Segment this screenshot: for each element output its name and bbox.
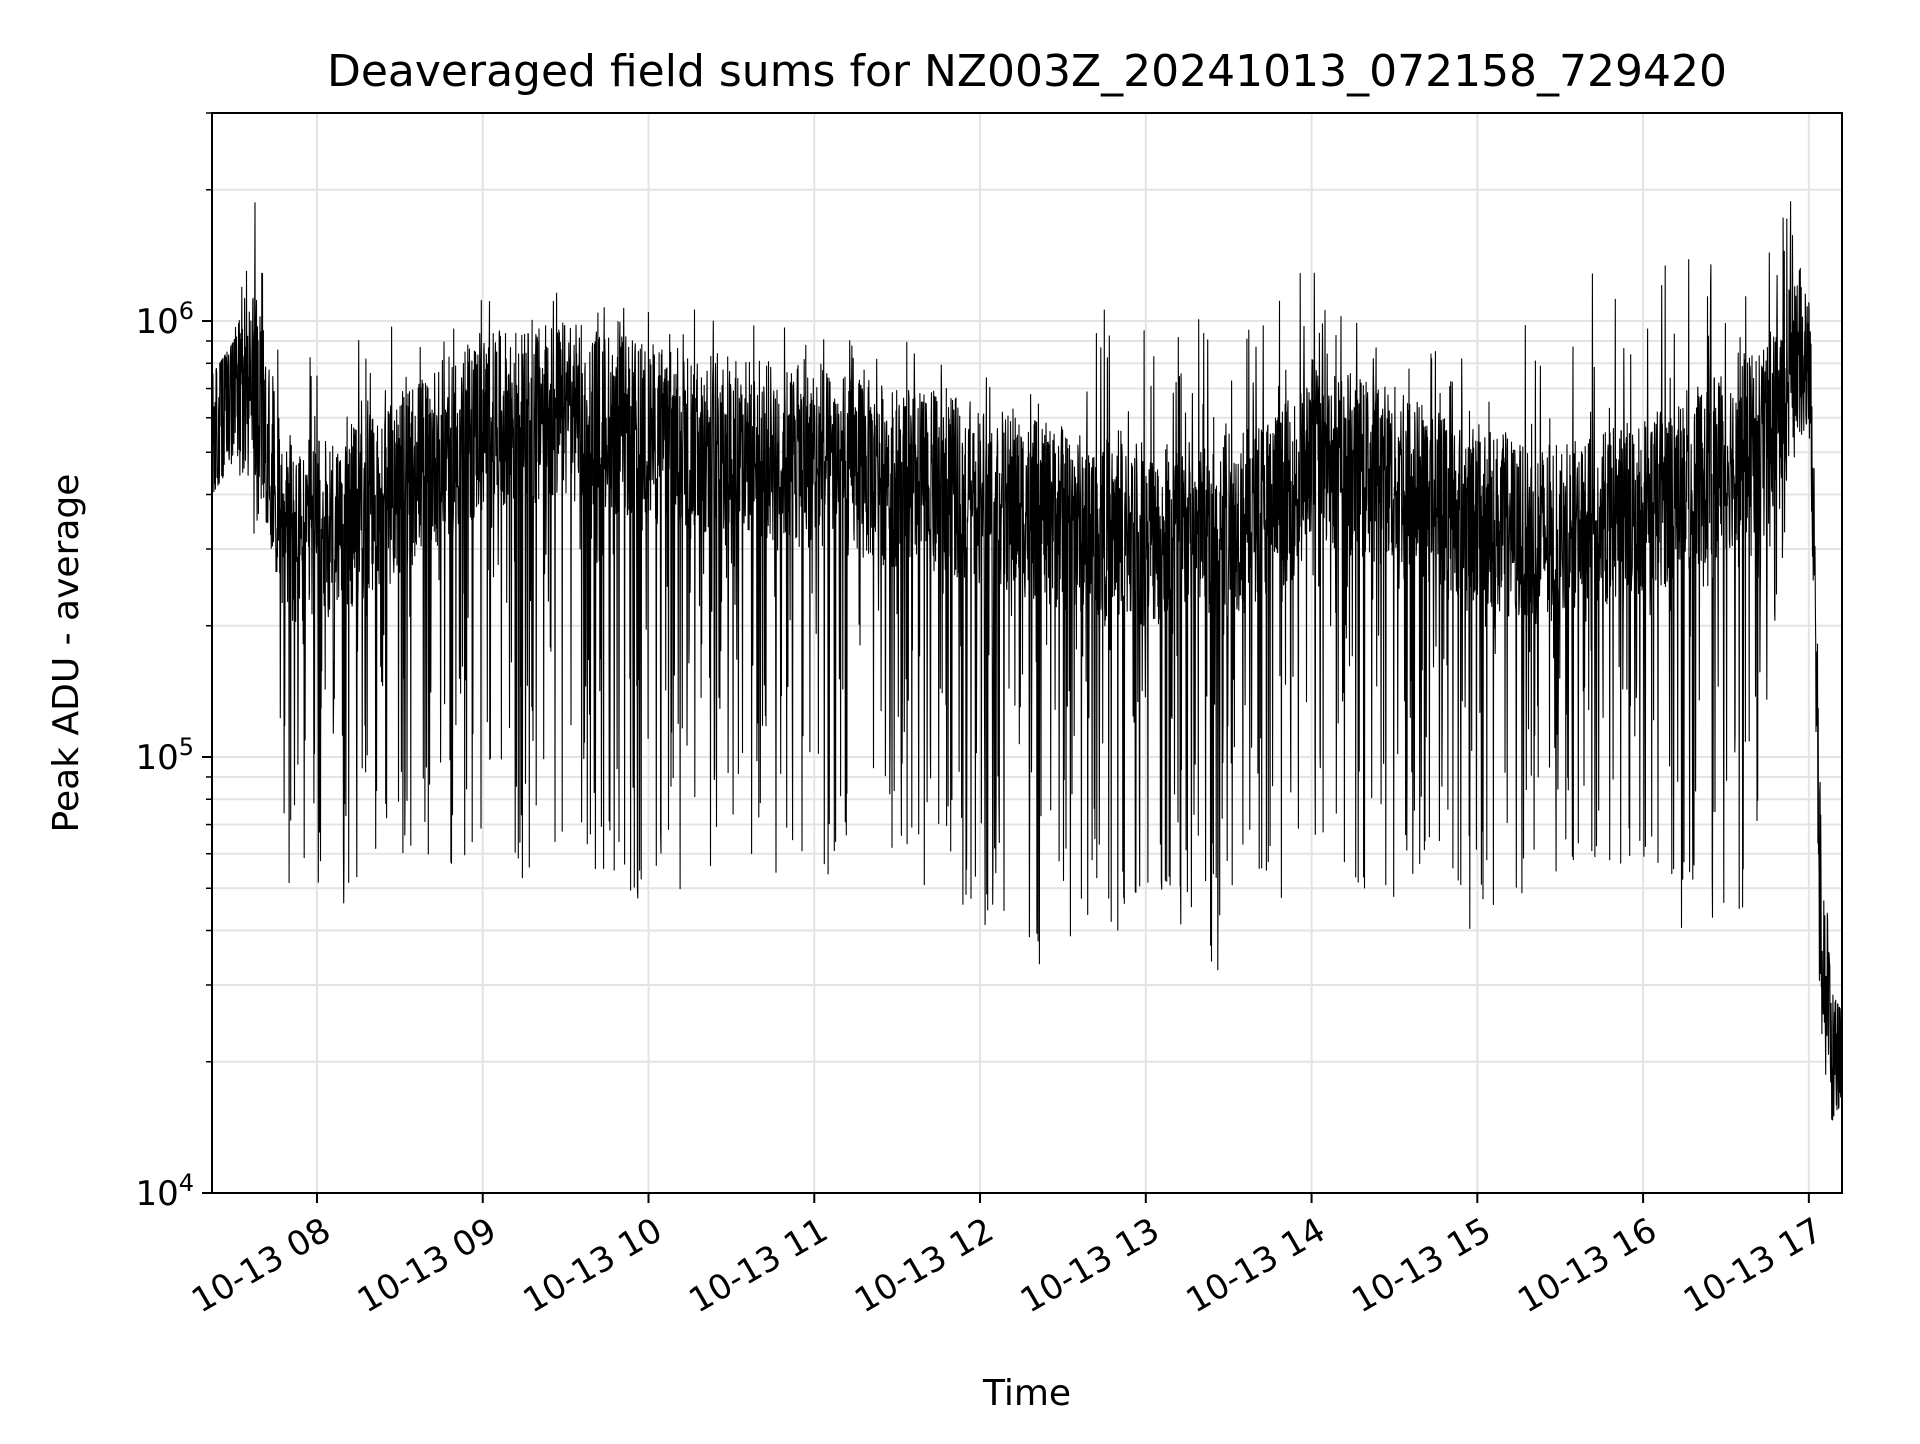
y-tick-label: 104 — [135, 1169, 194, 1214]
series-layer — [211, 201, 1843, 1121]
data-series-line — [211, 201, 1843, 1121]
plot-frame — [211, 112, 1843, 1194]
x-axis-label: Time — [982, 1373, 1071, 1414]
chart-title: Deaveraged field sums for NZ003Z_2024101… — [327, 46, 1727, 97]
y-tick-label: 106 — [135, 297, 194, 342]
y-tick-label: 105 — [135, 733, 194, 778]
grid-lines — [212, 112, 1842, 1194]
y-axis-label: Peak ADU - average — [46, 474, 87, 833]
